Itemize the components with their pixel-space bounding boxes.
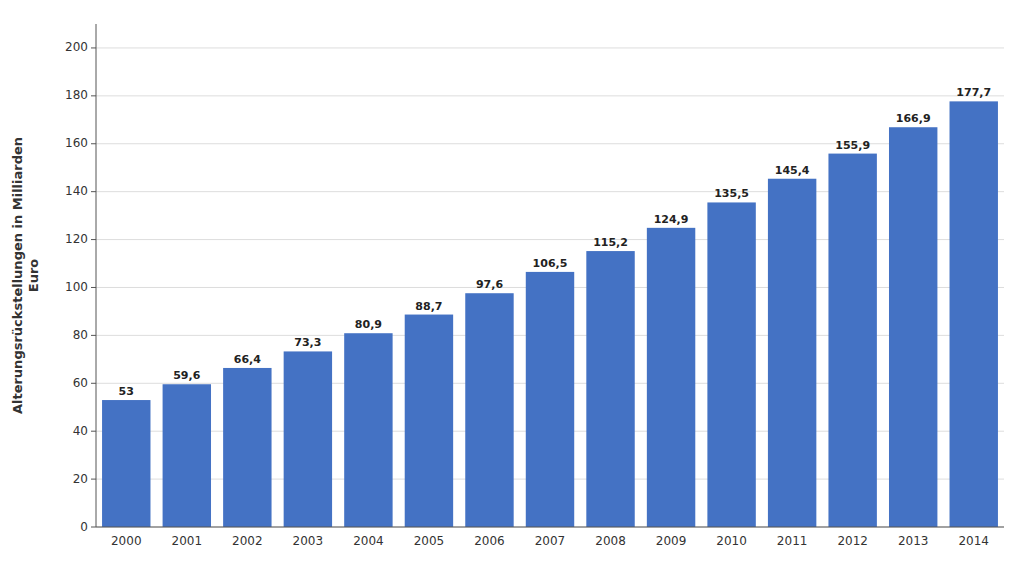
x-tick-label: 2010 [716, 534, 747, 548]
grid [96, 48, 1004, 527]
x-tick-label: 2014 [958, 534, 989, 548]
y-axis-label-line: Euro [26, 259, 41, 293]
data-label: 53 [119, 385, 134, 398]
x-tick-label: 2001 [172, 534, 203, 548]
bar [284, 351, 332, 527]
y-tick-label: 140 [65, 184, 88, 198]
y-tick-label: 0 [80, 520, 88, 534]
grid-line [96, 527, 1004, 528]
y-axis-label: Alterungsrückstellungen in MilliardenEur… [10, 137, 41, 414]
bar [102, 400, 150, 527]
x-tick-label: 2013 [898, 534, 929, 548]
bar [768, 179, 816, 527]
data-label: 59,6 [173, 369, 200, 382]
y-tick [91, 239, 96, 240]
x-tick-label: 2002 [232, 534, 263, 548]
y-tick-label: 80 [73, 328, 88, 342]
x-tick-label: 2009 [656, 534, 687, 548]
y-tick [91, 191, 96, 192]
data-label: 88,7 [415, 300, 442, 313]
bar [707, 202, 755, 527]
x-axis-line [96, 527, 1004, 528]
x-tick-label: 2000 [111, 534, 142, 548]
bars [102, 101, 998, 527]
data-label: 115,2 [593, 236, 628, 249]
data-labels: 53 59,6 66,4 73,3 80,9 88,7 97,6 106,5 115,2 124,… [119, 86, 992, 398]
y-tick-label: 60 [73, 376, 88, 390]
data-label: 66,4 [234, 353, 261, 366]
x-tick-label: 2007 [535, 534, 566, 548]
y-axis-label-line: Alterungsrückstellungen in Milliarden [10, 137, 25, 414]
data-label: 73,3 [294, 336, 321, 349]
y-tick-label: 200 [65, 40, 88, 54]
y-tick [91, 335, 96, 336]
bar [223, 368, 271, 527]
data-label: 166,9 [896, 112, 931, 125]
bar [163, 384, 211, 527]
y-tick-label: 160 [65, 136, 88, 150]
data-label: 80,9 [355, 318, 382, 331]
x-tick-label: 2012 [837, 534, 868, 548]
bar [647, 228, 695, 527]
grid-line [96, 47, 1004, 48]
y-tick [91, 479, 96, 480]
y-tick [91, 47, 96, 48]
chart-container: 0 20 40 60 80 100 120 140 160 180 200 Alterungsrück… [0, 0, 1024, 571]
y-tick [91, 95, 96, 96]
x-tick-label: 2003 [293, 534, 324, 548]
y-axis: 0 20 40 60 80 100 120 140 160 180 200 [65, 24, 96, 534]
x-tick-label: 2004 [353, 534, 384, 548]
y-tick-label: 20 [73, 472, 88, 486]
bar [465, 293, 513, 527]
bar [828, 154, 876, 527]
data-label: 177,7 [956, 86, 991, 99]
data-label: 145,4 [775, 164, 810, 177]
chart-svg: 0 20 40 60 80 100 120 140 160 180 200 Alterungsrück… [0, 0, 1024, 571]
y-tick [91, 431, 96, 432]
y-tick-label: 180 [65, 88, 88, 102]
data-label: 106,5 [533, 257, 568, 270]
page: {"chart_data": {"type": "bar", "ylabel":… [0, 0, 1024, 571]
x-tick-label: 2006 [474, 534, 505, 548]
y-tick [91, 527, 96, 528]
data-label: 97,6 [476, 278, 503, 291]
x-tick-label: 2011 [777, 534, 808, 548]
bar [586, 251, 634, 527]
y-tick-label: 120 [65, 232, 88, 246]
data-label: 124,9 [654, 213, 689, 226]
x-axis: 2000 2001 2002 2003 2004 2005 2006 2007 2008 2009… [96, 527, 1004, 548]
bar [344, 333, 392, 527]
data-label: 135,5 [714, 187, 749, 200]
y-tick [91, 287, 96, 288]
y-axis-line [96, 24, 97, 527]
bar [526, 272, 574, 527]
x-tick-label: 2005 [414, 534, 445, 548]
y-tick-label: 100 [65, 280, 88, 294]
data-label: 155,9 [835, 139, 870, 152]
grid-line [96, 95, 1004, 96]
x-tick-label: 2008 [595, 534, 626, 548]
bar [405, 315, 453, 527]
y-tick [91, 143, 96, 144]
bar [889, 127, 937, 527]
bar [950, 101, 998, 527]
y-tick-label: 40 [73, 424, 88, 438]
y-tick [91, 383, 96, 384]
